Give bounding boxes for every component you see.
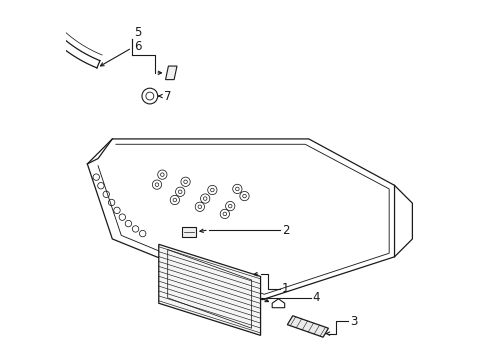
- Polygon shape: [159, 244, 260, 336]
- Text: 4: 4: [312, 291, 319, 305]
- Text: 6: 6: [134, 40, 141, 53]
- Text: 3: 3: [349, 315, 357, 328]
- Polygon shape: [165, 66, 177, 80]
- Text: 7: 7: [164, 90, 171, 103]
- FancyBboxPatch shape: [182, 227, 196, 237]
- Text: 1: 1: [282, 283, 289, 296]
- Text: 2: 2: [282, 224, 289, 237]
- Polygon shape: [287, 316, 328, 337]
- Text: 5: 5: [134, 26, 141, 39]
